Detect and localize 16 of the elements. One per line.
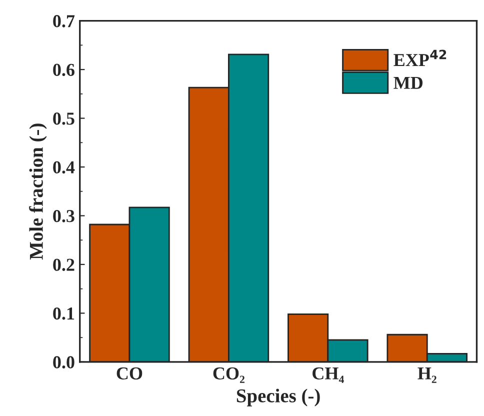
x-tick-label: CO₂ [213, 367, 244, 383]
legend-label: MD [394, 76, 423, 89]
legend-label: EXP$^{42}$ [394, 50, 446, 66]
x-tick-label: H₂ [418, 367, 436, 383]
y-tick-label: 0.6 [53, 64, 74, 76]
y-axis-title: Mole fraction (-) [29, 124, 47, 260]
y-tick-label: 0.2 [53, 258, 74, 271]
x-tick-label: CO [116, 367, 142, 380]
x-tick-label: CH₄ [312, 367, 344, 383]
y-tick-label: 0.1 [53, 307, 74, 320]
y-tick-label: 0.0 [53, 356, 74, 368]
y-tick-label: 0.7 [53, 15, 75, 28]
y-tick-label: 0.5 [53, 112, 74, 125]
y-tick-label: 0.4 [53, 161, 75, 174]
y-tick-label: 0.3 [53, 210, 74, 222]
x-axis-title: Species (-) [236, 388, 320, 406]
